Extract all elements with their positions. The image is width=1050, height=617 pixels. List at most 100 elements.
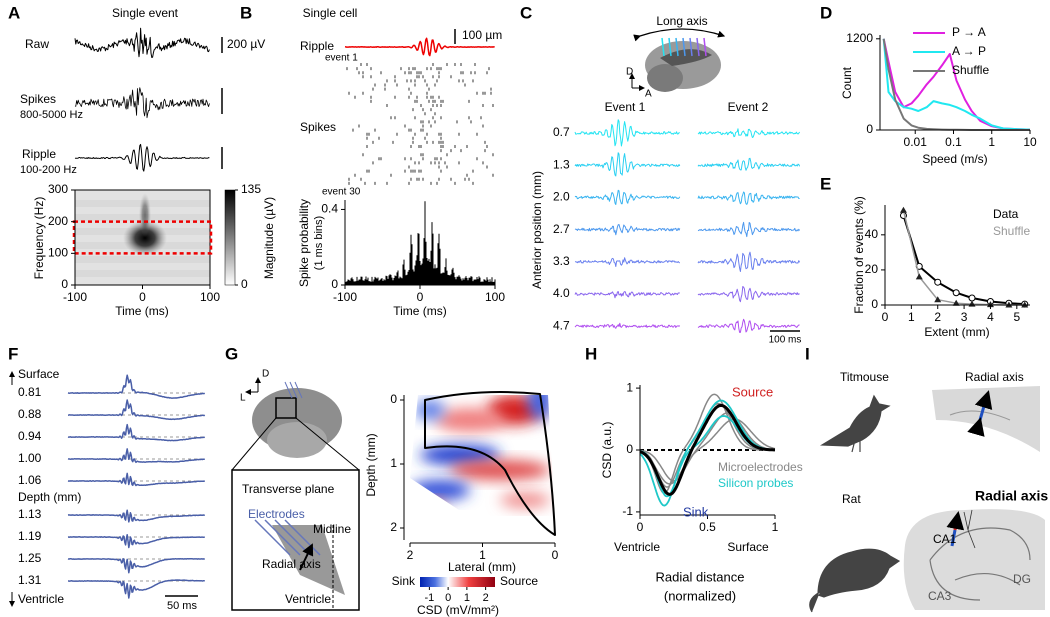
connector <box>295 417 360 471</box>
trace-label: Ripple <box>300 39 334 53</box>
trace <box>574 224 681 236</box>
x-tick-label: 5 <box>1013 310 1020 324</box>
x-tick-label: 1 <box>908 310 915 324</box>
trace <box>574 322 681 329</box>
x-axis-label: Speed (m/s) <box>922 152 987 166</box>
y-tick-label: 40 <box>865 227 879 241</box>
legend-label: Silicon probes <box>718 476 793 490</box>
y-axis-label: (1 ms bins) <box>313 216 325 270</box>
probe <box>696 37 700 57</box>
x-tick-label: 0 <box>139 290 146 304</box>
direction-label: Ventricle <box>18 592 64 606</box>
row-label: 3.3 <box>553 254 570 268</box>
x-tick-label: 1 <box>988 135 995 149</box>
orientation-label: A <box>645 89 652 100</box>
trace <box>74 143 210 172</box>
x-tick-label: 0 <box>552 548 559 562</box>
point <box>899 206 907 213</box>
trace <box>344 37 495 57</box>
y-tick-label: 0 <box>331 277 338 291</box>
trace <box>697 191 800 205</box>
trace <box>67 423 205 442</box>
row-label: 1.19 <box>18 529 42 543</box>
legend-label: Data <box>993 207 1019 221</box>
point <box>952 289 960 297</box>
raster-label: event 30 <box>322 187 361 198</box>
csd-blob <box>435 408 505 432</box>
x-tick-label: 10 <box>1023 135 1037 149</box>
trace <box>697 286 800 303</box>
y-axis-label: Spike probability <box>297 199 311 287</box>
raster <box>346 63 494 185</box>
legend-label: A → P <box>952 44 986 58</box>
x-tick-label: -100 <box>63 290 87 304</box>
csd-blob <box>420 445 500 465</box>
x-tick-label: 2 <box>934 310 941 324</box>
trace <box>67 557 205 574</box>
panel-letter: E <box>820 174 831 193</box>
y-tick-label: 300 <box>48 182 68 196</box>
point <box>986 301 994 308</box>
curve <box>639 418 776 485</box>
legend-label: P → A <box>952 25 986 39</box>
trace <box>67 448 205 464</box>
trace <box>574 119 680 147</box>
colorbar-tick-label: 2 <box>483 592 489 604</box>
trace-label: Raw <box>25 37 49 51</box>
inset-title: Transverse plane <box>242 482 335 496</box>
x-tick-label: 0.01 <box>904 135 928 149</box>
mean-curve <box>639 403 776 496</box>
spectrogram-peak <box>123 220 167 256</box>
y-tick-label: 0 <box>871 297 878 311</box>
orientation-label: L <box>240 393 246 404</box>
panel-letter: G <box>225 344 238 363</box>
trace <box>67 533 206 549</box>
row-label: 0.94 <box>18 429 42 443</box>
trace <box>67 509 206 523</box>
y-tick-label: 0 <box>61 277 68 291</box>
trace <box>697 157 801 171</box>
y-axis-label: Depth (mm) <box>364 433 378 496</box>
x-axis-label: Time (ms) <box>393 304 447 318</box>
connector <box>231 417 277 471</box>
orientation-label: D <box>262 369 269 380</box>
csd-blob <box>410 480 470 500</box>
axis-label: Radial axis <box>975 488 1048 504</box>
colorbar <box>420 577 495 587</box>
trace <box>574 189 681 205</box>
x-axis-label: Radial distance <box>656 569 745 584</box>
trace <box>68 399 206 421</box>
trace <box>68 579 205 599</box>
axis-label: Radial axis <box>965 370 1024 384</box>
x-tick-label: -100 <box>333 290 357 304</box>
trace <box>574 257 681 267</box>
colorbar-tick-label: -1 <box>424 592 434 604</box>
panel-title: Single event <box>112 6 179 20</box>
band-label: 800-5000 Hz <box>20 109 83 121</box>
species-label: Rat <box>842 492 861 506</box>
probe <box>668 37 672 57</box>
trace <box>74 27 210 58</box>
x-tick-label: 0.5 <box>699 520 716 534</box>
spectrogram-band <box>75 270 210 277</box>
y-tick-label: 200 <box>48 214 68 228</box>
region-label: CA1 <box>933 532 957 546</box>
y-tick-label: 20 <box>865 262 879 276</box>
row-label: 1.06 <box>18 473 42 487</box>
trace <box>67 374 206 399</box>
y-tick-label: 1 <box>626 380 633 394</box>
row-label: 4.0 <box>553 286 570 300</box>
row-label: 1.3 <box>553 157 570 171</box>
scale-label: 100 ms <box>769 335 802 346</box>
y-axis-label: Frequency (Hz) <box>32 197 46 280</box>
colorbar-tick-label: 1 <box>464 592 470 604</box>
neuron <box>963 509 976 549</box>
trace <box>74 87 210 119</box>
orientation-label: D <box>626 67 633 78</box>
point <box>934 296 942 303</box>
y-axis-label: Count <box>840 66 854 99</box>
curve <box>639 412 776 482</box>
brain-part <box>267 422 327 458</box>
y-tick-label: 0 <box>626 442 633 456</box>
inset-label: Radial axis <box>262 557 321 571</box>
